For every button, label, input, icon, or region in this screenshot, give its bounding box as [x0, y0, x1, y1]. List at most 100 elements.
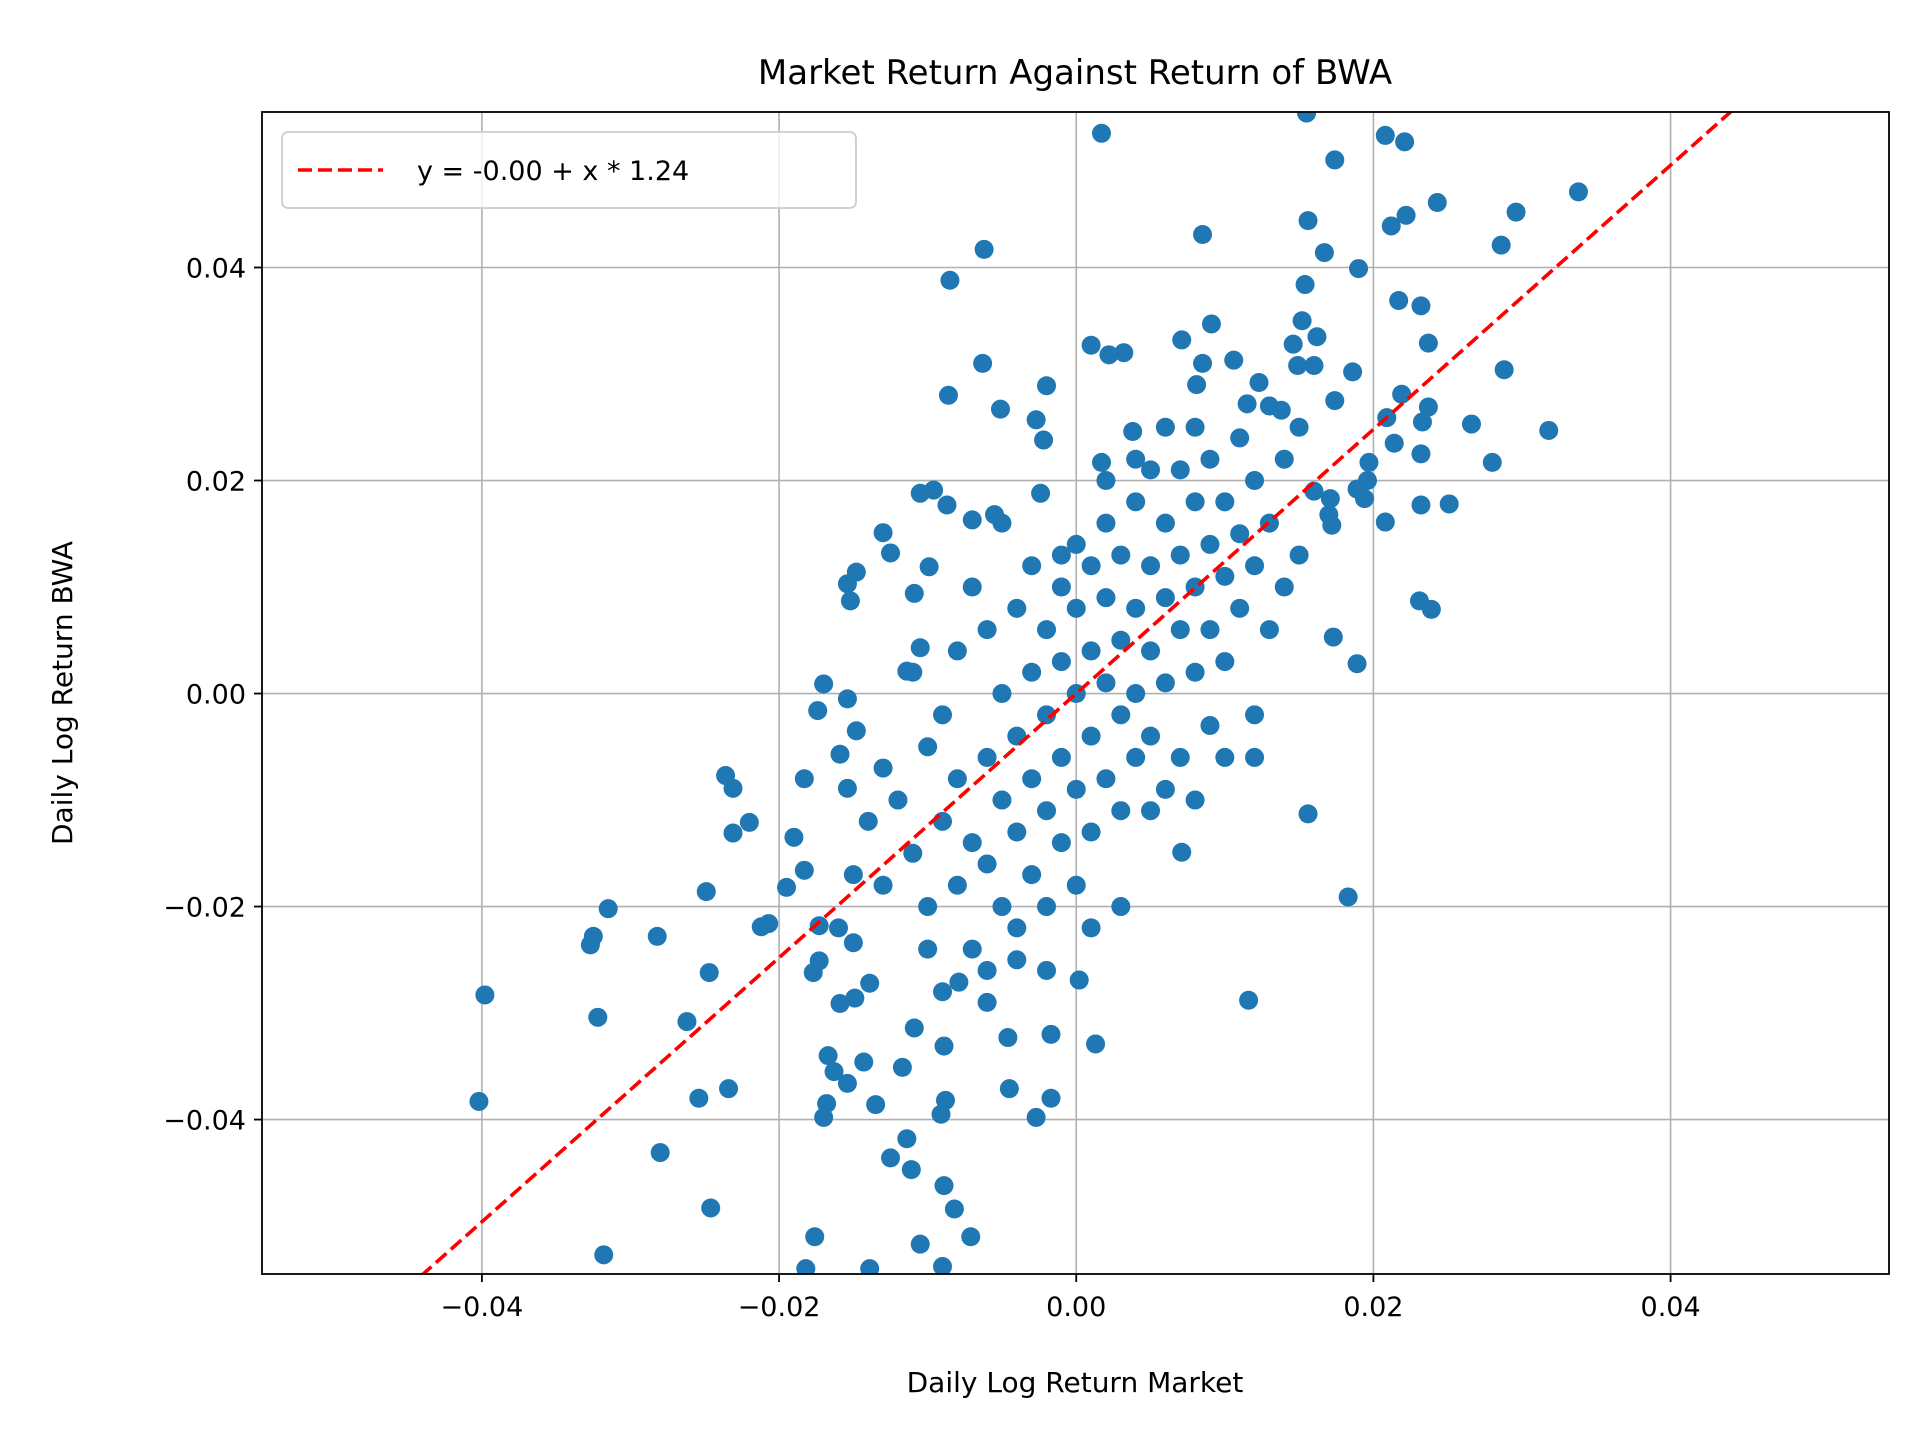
data-point	[933, 1257, 953, 1274]
data-point	[1007, 918, 1027, 938]
data-point	[1338, 887, 1358, 907]
fit-line	[420, 112, 1733, 1274]
data-point	[1022, 769, 1042, 789]
data-point	[1037, 705, 1057, 725]
data-point	[881, 543, 901, 563]
x-tick-label: 0.02	[1343, 1292, 1403, 1323]
data-point	[830, 744, 850, 764]
data-point	[918, 939, 938, 959]
data-point	[1141, 641, 1161, 661]
data-point	[840, 591, 860, 611]
data-point	[1185, 492, 1205, 512]
data-point	[1185, 417, 1205, 437]
data-point	[977, 620, 997, 640]
data-point	[947, 641, 967, 661]
data-point	[1141, 556, 1161, 576]
data-point	[1026, 1107, 1046, 1127]
data-point	[1111, 705, 1131, 725]
data-point	[1539, 420, 1559, 440]
data-point	[1081, 726, 1101, 746]
data-point	[796, 1259, 816, 1274]
data-point	[1259, 620, 1279, 640]
data-point	[1007, 822, 1027, 842]
data-point	[1381, 216, 1401, 236]
data-point	[1295, 275, 1315, 295]
data-point	[845, 988, 865, 1008]
data-point	[1041, 1024, 1061, 1044]
data-point	[1427, 193, 1447, 213]
data-point	[1051, 652, 1071, 672]
data-point	[1069, 970, 1089, 990]
data-point	[1237, 394, 1257, 414]
data-point	[1215, 566, 1235, 586]
data-point	[1081, 556, 1101, 576]
data-point	[699, 963, 719, 983]
data-point	[1215, 492, 1235, 512]
data-point	[947, 769, 967, 789]
data-point	[1096, 769, 1116, 789]
data-point	[1375, 125, 1395, 145]
data-point	[1155, 417, 1175, 437]
data-point	[940, 270, 960, 290]
data-point	[977, 960, 997, 980]
data-point	[1066, 875, 1086, 895]
data-point	[1111, 897, 1131, 917]
data-point	[1170, 545, 1190, 565]
data-point	[1126, 492, 1146, 512]
data-point	[1392, 384, 1412, 404]
data-point	[999, 1079, 1019, 1099]
data-point	[1051, 577, 1071, 597]
data-point	[1096, 471, 1116, 491]
data-point	[933, 705, 953, 725]
data-point	[990, 399, 1010, 419]
data-point	[934, 1176, 954, 1196]
data-point	[866, 1095, 886, 1115]
data-point	[1141, 460, 1161, 480]
data-point	[1411, 444, 1431, 464]
data-point	[931, 1104, 951, 1124]
data-point	[1359, 452, 1379, 472]
data-point	[933, 811, 953, 831]
scatter-points	[469, 112, 1588, 1274]
data-point	[949, 972, 969, 992]
data-point	[1081, 918, 1101, 938]
data-point	[1200, 715, 1220, 735]
data-point	[1066, 779, 1086, 799]
data-point	[1421, 599, 1441, 619]
data-point	[1051, 833, 1071, 853]
data-point	[1230, 598, 1250, 618]
data-point	[1297, 112, 1317, 123]
data-point	[701, 1198, 721, 1218]
data-point	[1568, 182, 1588, 202]
data-point	[1320, 489, 1340, 509]
data-point	[937, 495, 957, 515]
legend-box	[281, 131, 857, 209]
data-point	[1289, 545, 1309, 565]
data-point	[1249, 373, 1269, 393]
data-point	[962, 833, 982, 853]
data-point	[777, 877, 797, 897]
y-tick-label: 0.00	[186, 680, 246, 711]
chart-title: Market Return Against Return of BWA	[758, 53, 1392, 93]
data-point	[910, 1234, 930, 1254]
data-point	[1051, 545, 1071, 565]
data-point	[1037, 960, 1057, 980]
data-point	[1141, 726, 1161, 746]
data-point	[588, 1007, 608, 1027]
data-point	[824, 1062, 844, 1082]
data-point	[1170, 620, 1190, 640]
data-point	[1323, 627, 1343, 647]
data-point	[892, 1057, 912, 1077]
data-point	[992, 790, 1012, 810]
data-point	[961, 1227, 981, 1247]
data-point	[843, 865, 863, 885]
data-point	[1185, 790, 1205, 810]
grid	[262, 112, 1889, 1274]
data-point	[1086, 1034, 1106, 1054]
data-point	[903, 843, 923, 863]
data-point	[1114, 343, 1134, 363]
data-point	[1245, 471, 1265, 491]
data-point	[881, 1148, 901, 1168]
data-point	[944, 1199, 964, 1219]
data-point	[1022, 662, 1042, 682]
